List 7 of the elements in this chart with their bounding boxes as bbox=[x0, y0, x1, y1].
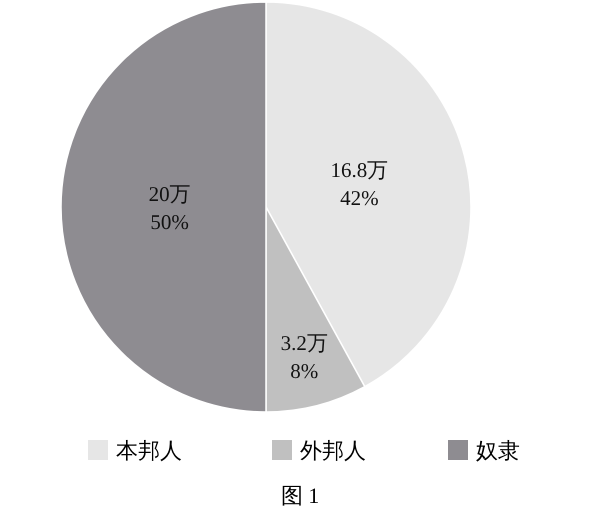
legend-label: 本邦人 bbox=[116, 438, 182, 463]
data-label: 20万 50% bbox=[148, 182, 191, 234]
data-label: 3.2万 8% bbox=[280, 330, 328, 383]
legend-label: 外邦人 bbox=[300, 438, 366, 463]
data-label: 16.8万 42% bbox=[330, 158, 388, 210]
legend-label: 奴隶 bbox=[476, 438, 520, 463]
text: 图 1 bbox=[280, 483, 320, 508]
